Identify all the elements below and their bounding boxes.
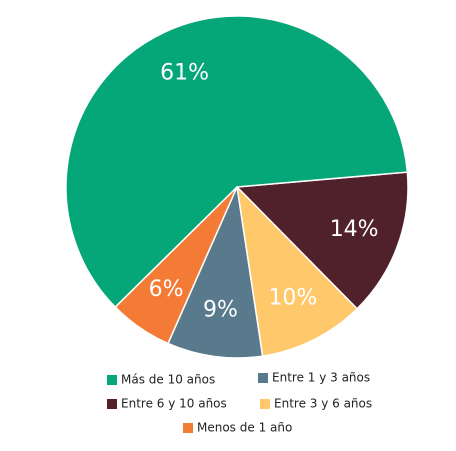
legend-label: Entre 6 y 10 años bbox=[121, 397, 227, 411]
legend-swatch bbox=[258, 373, 268, 383]
data-label: 10% bbox=[268, 286, 317, 311]
pie-slice bbox=[235, 171, 409, 310]
pie-slice bbox=[167, 184, 264, 359]
legend-swatch bbox=[107, 399, 117, 409]
data-label: 61% bbox=[160, 61, 209, 86]
legend-label: Entre 1 y 3 años bbox=[272, 371, 370, 385]
data-label: 14% bbox=[330, 217, 379, 242]
legend-label: Menos de 1 año bbox=[197, 421, 292, 435]
legend-swatch bbox=[107, 375, 117, 385]
pie-slice bbox=[65, 15, 409, 309]
legend-swatch bbox=[183, 423, 193, 433]
legend-swatch bbox=[260, 399, 270, 409]
pie-slice bbox=[235, 184, 359, 357]
data-label: 9% bbox=[203, 298, 238, 323]
legend-label: Entre 3 y 6 años bbox=[274, 397, 372, 411]
data-label: 6% bbox=[149, 277, 184, 302]
legend-label: Más de 10 años bbox=[121, 373, 215, 387]
